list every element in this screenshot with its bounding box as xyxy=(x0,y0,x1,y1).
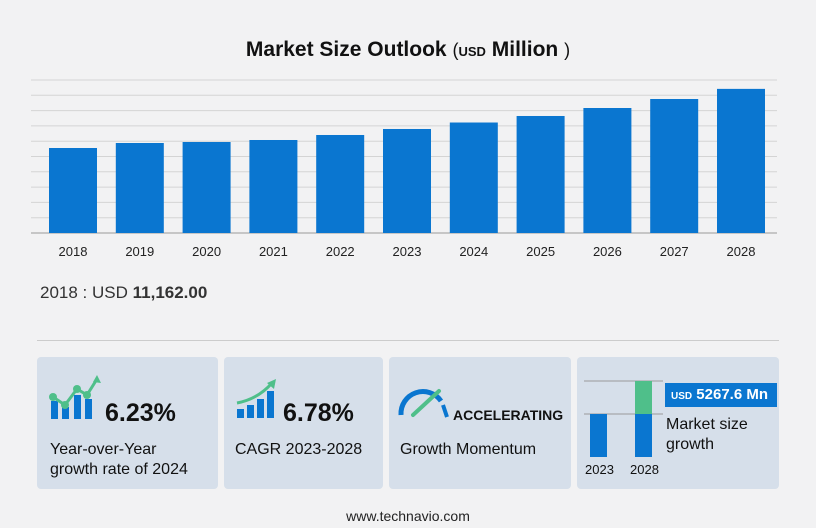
x-tick-label: 2021 xyxy=(259,244,288,259)
bar-2028 xyxy=(717,88,765,233)
x-tick-label: 2020 xyxy=(192,244,221,259)
bar-2028 xyxy=(635,414,652,457)
badge-value: 5267.6 Mn xyxy=(696,386,769,403)
momentum-label: Growth Momentum xyxy=(400,441,537,458)
year-end: 2028 xyxy=(630,462,659,477)
growth-mini-chart xyxy=(584,380,663,457)
title-unit-prefix: USD xyxy=(458,44,486,59)
divider xyxy=(37,340,779,341)
card-growth: 2023 2028 USD 5267.6 Mn Market size grow… xyxy=(577,357,779,489)
growth-label-2: growth xyxy=(666,436,715,453)
growth-badge: USD 5267.6 Mn xyxy=(665,383,777,407)
cagr-label: CAGR 2023-2028 xyxy=(235,441,363,458)
paren-open: ( xyxy=(452,40,459,60)
bar-2027 xyxy=(650,98,699,233)
x-tick-label: 2019 xyxy=(125,244,154,259)
x-tick-label: 2026 xyxy=(593,244,622,259)
readout-label: 2018 : USD xyxy=(40,283,128,302)
bar-growth xyxy=(635,381,652,414)
x-tick-label: 2023 xyxy=(393,244,422,259)
card-momentum: ACCELERATING Growth Momentum xyxy=(389,357,571,489)
bar-2022 xyxy=(316,134,365,233)
x-tick-label: 2025 xyxy=(526,244,555,259)
bar-chart: 2018 2019 2020 2021 2022 2023 2024 2025 2026 2027… xyxy=(31,79,777,259)
bar-2019 xyxy=(115,142,164,233)
rising-bars-icon xyxy=(236,379,276,418)
x-tick-label: 2027 xyxy=(660,244,689,259)
x-tick-label: 2018 xyxy=(59,244,88,259)
year-start: 2023 xyxy=(585,462,614,477)
yoy-label-2: growth rate of 2024 xyxy=(50,461,188,478)
speedometer-icon xyxy=(398,389,449,418)
badge-unit: USD xyxy=(671,391,693,402)
bar-2023 xyxy=(383,128,431,233)
x-tick-label: 2028 xyxy=(727,244,756,259)
growth-label-1: Market size xyxy=(666,416,748,433)
growth-chart-icon xyxy=(49,375,101,419)
cagr-value: 6.78% xyxy=(283,399,354,427)
title-main: Market Size Outlook xyxy=(245,38,447,61)
x-tick-label: 2024 xyxy=(459,244,488,259)
footer-url: www.technavio.com xyxy=(346,508,470,524)
bar-2025 xyxy=(516,115,565,233)
x-tick-label: 2022 xyxy=(326,244,355,259)
yoy-label-1: Year-over-Year xyxy=(50,441,157,458)
title-unit: Million xyxy=(491,38,559,61)
bar-2018 xyxy=(49,148,97,233)
bar-2021 xyxy=(249,139,298,233)
bar-2020 xyxy=(182,141,231,233)
card-yoy: 6.23% Year-over-Year growth rate of 2024 xyxy=(37,357,218,489)
card-cagr: 6.78% CAGR 2023-2028 xyxy=(224,357,383,489)
readout-value: 11,162.00 xyxy=(132,283,208,302)
readout: 2018 : USD 11,162.00 xyxy=(40,283,207,303)
bar-2026 xyxy=(583,107,632,233)
yoy-value: 6.23% xyxy=(105,399,176,427)
bar-2023 xyxy=(590,414,607,457)
paren-close: ) xyxy=(564,40,571,60)
chart-title: Market Size Outlook (USD Million ) xyxy=(0,38,816,62)
bar-2024 xyxy=(449,122,498,233)
momentum-value: ACCELERATING xyxy=(453,407,564,423)
